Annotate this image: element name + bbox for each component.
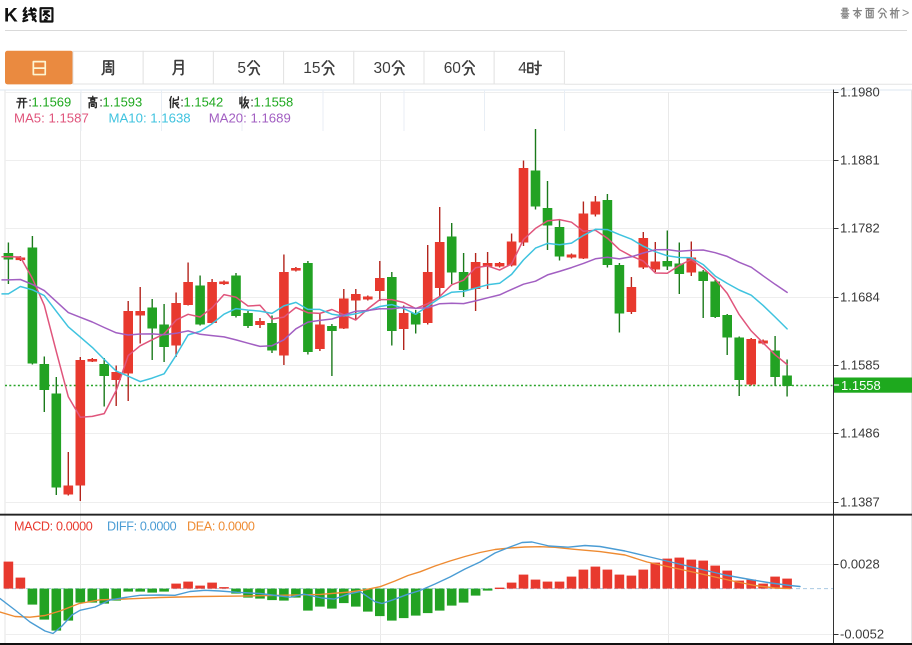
svg-text::: :	[99, 95, 103, 110]
svg-text:1.1585: 1.1585	[840, 358, 880, 373]
svg-text:30: 30	[374, 60, 392, 77]
svg-text:DIFF: 0.0000: DIFF: 0.0000	[107, 520, 177, 534]
svg-text::: :	[180, 95, 184, 110]
svg-text:1.1980: 1.1980	[840, 85, 880, 100]
svg-text:1.1569: 1.1569	[32, 95, 72, 110]
svg-text:-0.0052: -0.0052	[840, 627, 884, 642]
svg-text:0.0028: 0.0028	[840, 557, 880, 572]
svg-text:1.1387: 1.1387	[840, 495, 880, 510]
svg-text:1.1881: 1.1881	[840, 153, 880, 168]
svg-text:1.1542: 1.1542	[184, 95, 224, 110]
svg-text:15: 15	[303, 60, 320, 77]
svg-text:DEA: 0.0000: DEA: 0.0000	[187, 520, 255, 534]
svg-text:60: 60	[444, 60, 462, 77]
svg-text:1.1558: 1.1558	[254, 95, 294, 110]
svg-text:5: 5	[237, 60, 246, 77]
svg-text:1.1684: 1.1684	[840, 290, 880, 305]
svg-text::: :	[28, 95, 32, 110]
svg-text:4: 4	[518, 60, 527, 77]
svg-text:1.1486: 1.1486	[840, 426, 880, 441]
svg-text:1.1593: 1.1593	[103, 95, 143, 110]
svg-text:K: K	[4, 6, 18, 27]
svg-text:MA20: 1.1689: MA20: 1.1689	[209, 110, 291, 125]
svg-text:MACD: 0.0000: MACD: 0.0000	[14, 520, 93, 534]
svg-text:MA10: 1.1638: MA10: 1.1638	[109, 110, 191, 125]
svg-text:1.1782: 1.1782	[840, 221, 880, 236]
svg-text::: :	[250, 95, 254, 110]
svg-text:MA5: 1.1587: MA5: 1.1587	[14, 110, 89, 125]
svg-text:>: >	[902, 6, 909, 20]
svg-text:1.1558: 1.1558	[841, 378, 881, 393]
